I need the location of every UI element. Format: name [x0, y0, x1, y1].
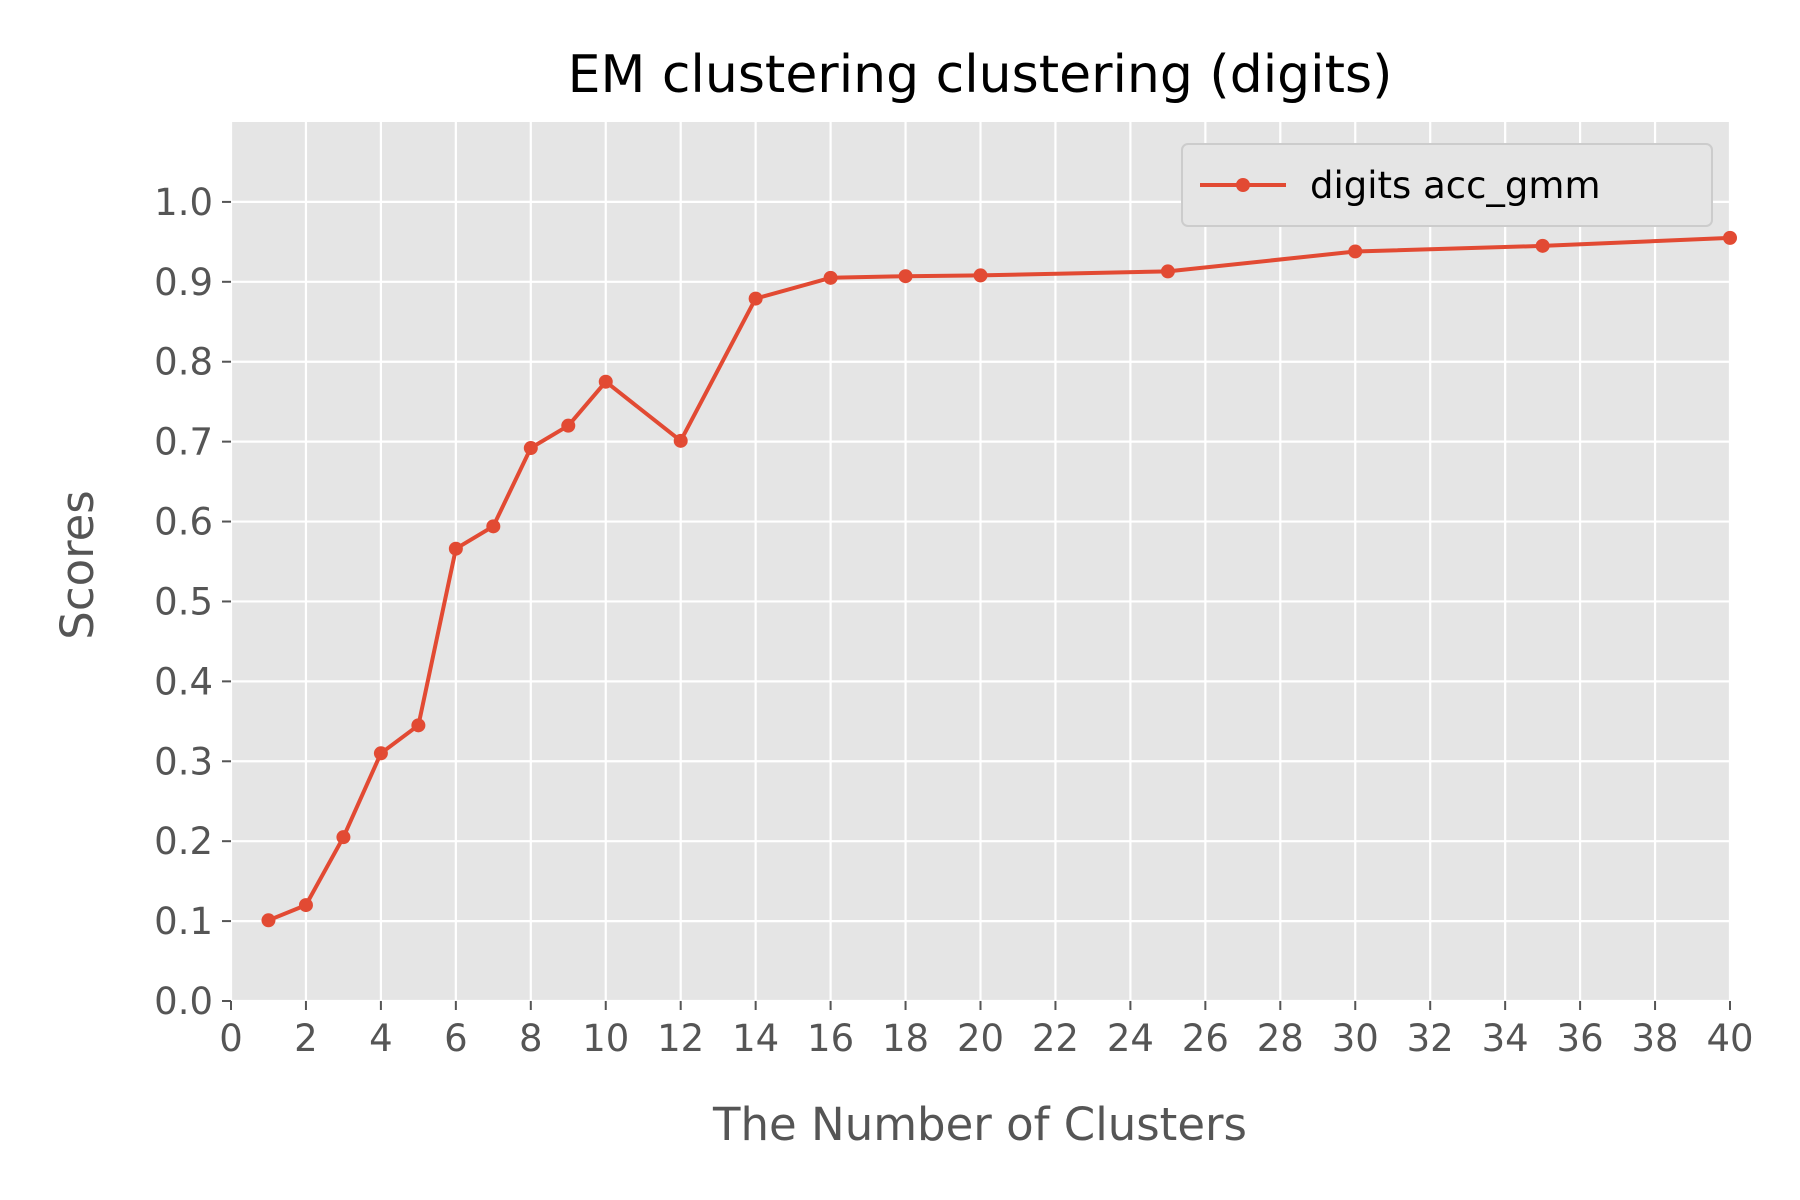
y-tick-label-2: 0.2 [154, 820, 213, 863]
data-point-0-7 [523, 441, 538, 456]
data-point-0-15 [1160, 264, 1175, 279]
data-point-0-12 [823, 270, 838, 285]
data-point-0-9 [598, 374, 613, 389]
y-tick-label-6: 0.6 [154, 501, 213, 544]
x-tick-label-15: 30 [1332, 1017, 1379, 1060]
x-tick-label-19: 38 [1632, 1017, 1679, 1060]
x-tick-label-13: 26 [1182, 1017, 1229, 1060]
x-tick-label-9: 18 [882, 1017, 929, 1060]
y-tick-label-0: 0.0 [154, 980, 213, 1023]
data-point-0-13 [898, 269, 913, 284]
x-tick-label-10: 20 [957, 1017, 1004, 1060]
x-tick-label-18: 36 [1557, 1017, 1604, 1060]
x-tick-label-5: 10 [582, 1017, 629, 1060]
x-axis-label: The Number of Clusters [712, 1098, 1247, 1151]
x-tick-label-16: 32 [1407, 1017, 1454, 1060]
legend-box [1181, 143, 1713, 227]
x-tick-label-6: 12 [657, 1017, 704, 1060]
data-point-0-6 [486, 519, 501, 534]
data-point-0-10 [673, 433, 688, 448]
y-tick-label-4: 0.4 [154, 660, 213, 703]
plot-area: 0 2 4 6 8 10 12 14 16 18 20 22 24 26 28 30 32 34 36 38 400.0… [154, 122, 1754, 1060]
data-point-0-1 [298, 898, 313, 913]
data-point-0-0 [261, 913, 276, 928]
x-tick-label-8: 16 [807, 1017, 854, 1060]
data-point-0-5 [448, 541, 463, 556]
data-point-0-18 [1723, 230, 1737, 245]
x-tick-label-14: 28 [1257, 1017, 1304, 1060]
y-tick-label-3: 0.3 [154, 740, 213, 783]
legend-label-0: digits acc_gmm [1310, 164, 1601, 207]
x-tick-label-1: 2 [294, 1017, 318, 1060]
y-axis-label: Scores [51, 490, 104, 639]
y-tick-label-1: 0.1 [154, 900, 213, 943]
x-tick-label-2: 4 [369, 1017, 393, 1060]
data-point-0-14 [973, 268, 988, 283]
data-point-0-3 [373, 746, 388, 761]
x-tick-label-0: 0 [219, 1017, 243, 1060]
x-tick-label-12: 24 [1107, 1017, 1154, 1060]
y-tick-label-9: 0.9 [154, 261, 213, 304]
x-tick-label-20: 40 [1706, 1017, 1753, 1060]
x-tick-label-17: 34 [1482, 1017, 1529, 1060]
data-point-0-16 [1348, 244, 1363, 259]
chart-title: EM clustering clustering (digits) [568, 45, 1393, 105]
x-tick-label-3: 6 [444, 1017, 468, 1060]
data-point-0-8 [561, 418, 576, 433]
data-point-0-2 [336, 830, 351, 845]
y-tick-label-5: 0.5 [154, 580, 213, 623]
x-tick-label-4: 8 [519, 1017, 543, 1060]
y-tick-label-10: 1.0 [154, 181, 213, 224]
y-tick-label-8: 0.8 [154, 341, 213, 384]
x-tick-label-7: 14 [732, 1017, 779, 1060]
legend-marker-0 [1236, 178, 1250, 192]
y-tick-label-7: 0.7 [154, 421, 213, 464]
data-point-0-17 [1535, 238, 1550, 253]
data-point-0-11 [748, 291, 763, 306]
data-point-0-4 [411, 718, 426, 733]
x-tick-label-11: 22 [1032, 1017, 1079, 1060]
